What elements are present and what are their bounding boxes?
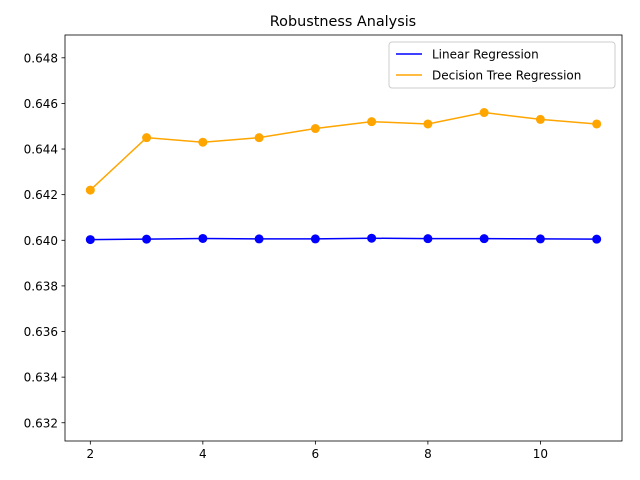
legend-box xyxy=(388,41,616,89)
x-tick-label: 8 xyxy=(424,447,432,461)
series-1-point xyxy=(142,234,152,244)
series-2-point xyxy=(198,137,208,147)
series-1-point xyxy=(198,233,208,243)
plot-area: 2 4 6 8 10 0.632 0.634 0.636 0.638 0.640 0.642 0.64… xyxy=(24,34,623,461)
series-2-point xyxy=(367,117,377,127)
series-1-point xyxy=(85,235,95,245)
y-tick-label: 0.640 xyxy=(24,234,58,248)
y-tick-label: 0.644 xyxy=(24,143,58,157)
x-tick-label: 10 xyxy=(533,447,548,461)
y-tick-label: 0.638 xyxy=(24,279,58,293)
axes-frame xyxy=(64,34,623,442)
series-2-point xyxy=(85,185,95,195)
series-1-point xyxy=(479,234,489,244)
y-tick-label: 0.646 xyxy=(24,97,58,111)
x-tick-label: 2 xyxy=(86,447,94,461)
series-1-point xyxy=(367,233,377,243)
x-tick-label: 4 xyxy=(199,447,207,461)
series-1-point xyxy=(254,234,264,244)
legend-label: Linear Regression xyxy=(432,48,539,62)
series-2-point xyxy=(479,108,489,118)
legend-label: Decision Tree Regression xyxy=(432,69,581,83)
series-2-point xyxy=(254,133,264,143)
x-tick-label: 6 xyxy=(312,447,320,461)
series-2-point xyxy=(142,133,152,143)
series-2-point xyxy=(535,114,545,124)
series-2-point xyxy=(310,124,320,134)
series-line-1 xyxy=(90,237,597,241)
legend: Linear Regression Decision Tree Regressio… xyxy=(388,41,616,89)
series-1-point xyxy=(535,234,545,244)
series-2-point xyxy=(592,119,602,129)
series-2-point xyxy=(423,119,433,129)
y-tick-label: 0.632 xyxy=(24,416,58,430)
series-1-point xyxy=(310,234,320,244)
y-tick-label: 0.648 xyxy=(24,51,58,65)
series-line-2 xyxy=(89,111,597,191)
series-1-point xyxy=(592,234,602,244)
y-tick-label: 0.634 xyxy=(24,371,58,385)
y-tick-label: 0.642 xyxy=(24,188,58,202)
series-1-point xyxy=(423,234,433,244)
y-tick-label: 0.636 xyxy=(24,325,58,339)
chart-title: Robustness Analysis xyxy=(270,14,416,30)
